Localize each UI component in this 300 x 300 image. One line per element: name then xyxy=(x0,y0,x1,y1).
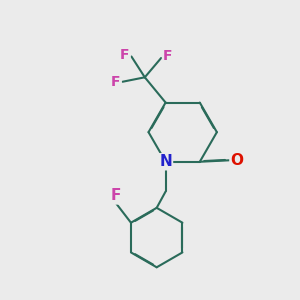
Text: O: O xyxy=(230,153,243,168)
Text: F: F xyxy=(120,48,130,62)
Text: N: N xyxy=(159,154,172,169)
Text: F: F xyxy=(111,188,121,203)
Text: F: F xyxy=(163,50,172,64)
Text: F: F xyxy=(111,75,121,89)
